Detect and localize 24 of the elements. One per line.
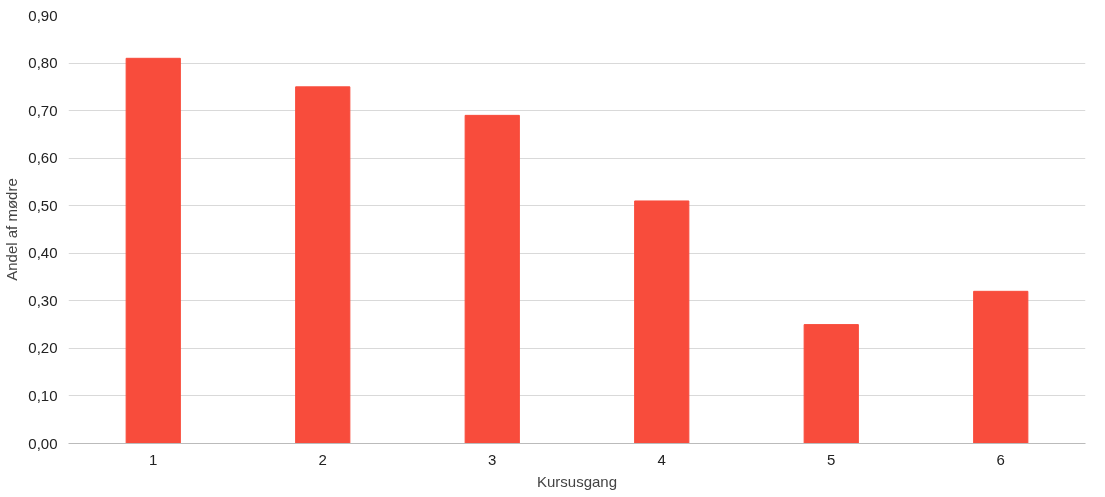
x-tick-label: 5 xyxy=(827,450,836,468)
x-tick-label: 1 xyxy=(149,450,158,468)
y-tick-label: 0,00 xyxy=(28,434,58,452)
x-tick-label: 6 xyxy=(996,450,1005,468)
y-tick-label: 0,70 xyxy=(28,101,58,119)
y-tick-label: 0,50 xyxy=(28,196,58,214)
bar xyxy=(125,57,181,444)
bar xyxy=(634,200,690,444)
x-tick-label: 4 xyxy=(657,450,666,468)
x-tick-label: 2 xyxy=(318,450,327,468)
y-tick-label: 0,80 xyxy=(28,54,58,72)
bar xyxy=(464,114,520,444)
bar xyxy=(803,324,859,444)
bar xyxy=(973,290,1029,444)
y-tick-label: 0,30 xyxy=(28,291,58,309)
y-tick-label: 0,40 xyxy=(28,244,58,262)
y-tick-label: 0,60 xyxy=(28,149,58,167)
y-tick-label: 0,20 xyxy=(28,339,58,357)
y-tick-label: 0,10 xyxy=(28,386,58,404)
y-axis-title: Andel af mødre xyxy=(3,178,21,281)
bar xyxy=(295,86,351,444)
y-tick-label: 0,90 xyxy=(28,6,58,24)
x-tick-label: 3 xyxy=(488,450,497,468)
x-axis-title: Kursusgang xyxy=(536,472,618,490)
